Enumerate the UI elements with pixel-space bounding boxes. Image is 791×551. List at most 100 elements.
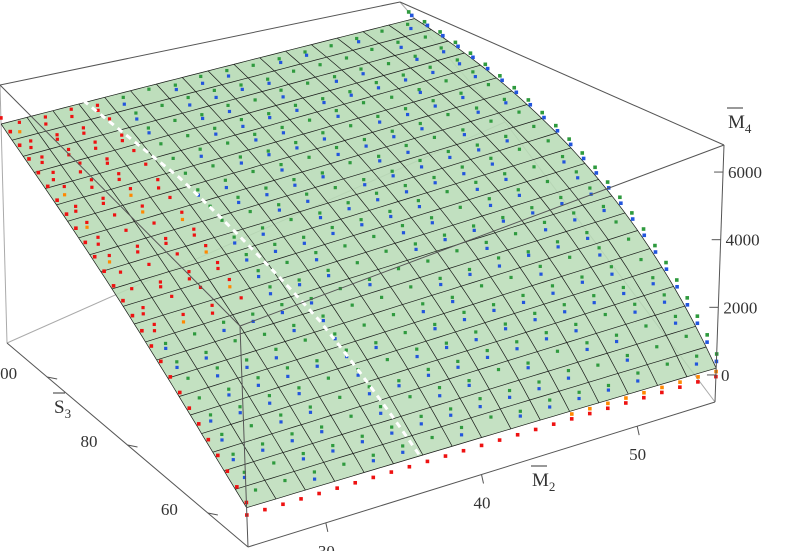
data-point: [501, 215, 505, 220]
data-point: [662, 293, 666, 297]
data-point: [419, 165, 424, 169]
data-point: [17, 143, 22, 148]
data-point: [295, 108, 299, 112]
data-point: [367, 277, 372, 281]
data-point: [362, 178, 366, 182]
data-point: [297, 278, 301, 282]
data-point: [405, 112, 410, 117]
data-point: [664, 260, 668, 265]
data-point: [272, 461, 276, 465]
data-point: [459, 433, 464, 437]
data-point: [606, 401, 610, 406]
data-point: [159, 359, 163, 364]
data-point: [193, 332, 197, 336]
data-point: [585, 231, 589, 235]
data-point: [286, 374, 290, 379]
data-point: [242, 475, 247, 480]
data-point: [527, 253, 531, 257]
data-point: [227, 109, 232, 114]
data-point: [301, 451, 305, 456]
mesh-line-s3: [190, 266, 663, 416]
data-point: [521, 300, 526, 305]
data-point: [581, 156, 586, 161]
data-point: [285, 366, 290, 370]
data-point: [705, 340, 709, 344]
data-point: [204, 250, 208, 254]
data-point: [462, 310, 466, 314]
data-point: [624, 401, 628, 405]
data-point: [537, 380, 541, 384]
data-point: [344, 56, 349, 60]
data-point: [517, 110, 521, 114]
data-point: [419, 414, 423, 418]
data-point: [55, 137, 59, 141]
data-point: [569, 417, 574, 421]
data-point: [156, 178, 160, 182]
data-point: [135, 244, 140, 248]
data-point: [438, 30, 442, 34]
data-point: [426, 373, 431, 377]
data-point: [660, 390, 664, 395]
data-point: [260, 442, 265, 446]
data-point: [204, 350, 208, 355]
data-point: [374, 191, 379, 195]
data-point: [446, 149, 450, 154]
data-point: [370, 47, 374, 52]
data-point: [555, 349, 560, 353]
data-point: [415, 57, 419, 61]
data-point: [601, 204, 606, 209]
data-point: [317, 491, 321, 496]
data-point: [371, 475, 376, 480]
x-axis-label: M2: [532, 470, 555, 494]
data-point: [335, 486, 339, 490]
data-point: [605, 406, 610, 411]
data-point: [368, 283, 372, 287]
mesh-line-s3: [23, 40, 449, 157]
data-point: [391, 313, 396, 317]
data-point: [309, 296, 313, 301]
data-point: [196, 422, 201, 426]
data-point: [301, 457, 306, 461]
data-point: [483, 62, 488, 67]
data-point: [526, 366, 530, 370]
data-point: [238, 411, 242, 415]
data-point: [455, 58, 459, 62]
data-point: [96, 242, 100, 246]
data-point: [315, 359, 319, 363]
mesh-line-s3: [34, 52, 465, 173]
data-point: [152, 329, 157, 333]
data-point: [390, 169, 394, 173]
data-point: [224, 185, 228, 190]
data-point: [94, 146, 98, 150]
data-point: [374, 81, 378, 85]
mesh-line-s3: [201, 286, 674, 434]
data-point: [152, 322, 156, 326]
data-point: [386, 62, 391, 66]
data-point: [292, 328, 296, 333]
data-point: [420, 127, 424, 131]
data-point: [403, 330, 407, 335]
data-point: [256, 376, 260, 380]
data-point: [484, 240, 488, 245]
data-point: [431, 70, 435, 75]
data-point: [479, 443, 484, 448]
data-point: [474, 106, 479, 110]
data-point: [344, 348, 348, 352]
data-point: [215, 260, 220, 265]
data-point: [256, 269, 260, 273]
data-point: [180, 210, 184, 214]
data-point: [459, 425, 464, 430]
data-point: [518, 409, 522, 413]
data-point: [251, 63, 255, 67]
data-point: [90, 185, 94, 189]
data-point: [146, 126, 150, 130]
data-point: [371, 453, 375, 457]
mesh-line-s3: [134, 179, 599, 325]
data-point: [425, 459, 430, 464]
data-point: [433, 181, 437, 185]
data-point: [642, 395, 646, 400]
data-point: [548, 398, 552, 402]
data-point: [570, 412, 574, 416]
data-point: [378, 159, 382, 163]
